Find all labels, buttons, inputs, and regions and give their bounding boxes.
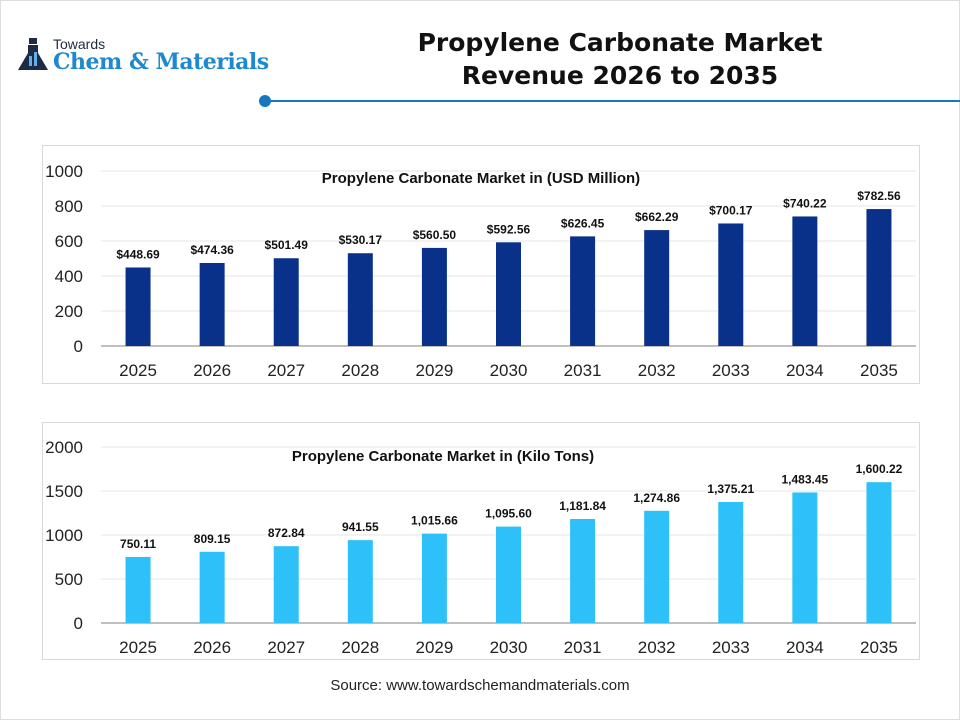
data-label: 750.11 bbox=[120, 537, 156, 551]
y-tick-label: 0 bbox=[74, 337, 83, 356]
page-title: Propylene Carbonate Market Revenue 2026 … bbox=[340, 26, 900, 92]
data-label: 872.84 bbox=[268, 526, 305, 540]
revenue-chart: 0 200 400 600 800 1000 Propylene Carbonate Mar… bbox=[45, 162, 916, 380]
data-label: 1,600.22 bbox=[856, 462, 903, 476]
y-tick-label: 1000 bbox=[45, 526, 83, 545]
chart-panel-revenue: 0 200 400 600 800 1000 Propylene Carbonate Mar… bbox=[42, 145, 920, 384]
data-label: $740.22 bbox=[783, 196, 827, 210]
data-label: $530.17 bbox=[339, 233, 383, 247]
bar bbox=[718, 501, 744, 623]
data-label: 1,181.84 bbox=[559, 499, 606, 513]
x-tick-label: 2026 bbox=[193, 638, 231, 657]
y-tick-label: 800 bbox=[55, 197, 83, 216]
y-tick-label: 400 bbox=[55, 267, 83, 286]
y-tick-label: 500 bbox=[55, 570, 83, 589]
x-tick-label: 2025 bbox=[119, 361, 157, 380]
y-tick-label: 1500 bbox=[45, 482, 83, 501]
data-label: 1,274.86 bbox=[633, 491, 680, 505]
y-tick-label: 2000 bbox=[45, 438, 83, 457]
x-tick-label: 2033 bbox=[712, 361, 750, 380]
bar bbox=[496, 242, 521, 346]
x-tick-label: 2028 bbox=[341, 638, 379, 657]
y-tick-label: 0 bbox=[74, 614, 83, 633]
bar bbox=[718, 223, 744, 346]
x-tick-label: 2028 bbox=[341, 361, 379, 380]
data-label: 1,015.66 bbox=[411, 514, 458, 528]
bar bbox=[496, 526, 521, 623]
x-tick-label: 2031 bbox=[564, 361, 602, 380]
x-tick-label: 2029 bbox=[415, 638, 453, 657]
data-label: 941.55 bbox=[342, 520, 379, 534]
x-tick-label: 2029 bbox=[415, 361, 453, 380]
data-label: $626.45 bbox=[561, 216, 605, 230]
bar bbox=[792, 216, 818, 346]
data-label: 809.15 bbox=[194, 532, 231, 546]
source-text: Source: www.towardschemandmaterials.com bbox=[330, 677, 630, 694]
bar bbox=[421, 533, 447, 623]
logo-top-text: Towards bbox=[53, 36, 106, 52]
data-label: $448.69 bbox=[116, 247, 160, 261]
data-label: 1,483.45 bbox=[782, 472, 829, 486]
bar bbox=[570, 518, 596, 623]
x-tick-label: 2032 bbox=[638, 361, 676, 380]
bar bbox=[866, 482, 892, 623]
data-label: $560.50 bbox=[413, 228, 457, 242]
x-tick-label: 2034 bbox=[786, 638, 824, 657]
chart-title: Propylene Carbonate Market in (USD Milli… bbox=[322, 170, 640, 187]
volume-chart: 0 500 1000 1500 2000 Propylene Carbonate Mark… bbox=[45, 438, 916, 657]
x-tick-label: 2027 bbox=[267, 361, 305, 380]
data-label: $474.36 bbox=[190, 243, 234, 257]
x-tick-label: 2035 bbox=[860, 638, 898, 657]
bar bbox=[199, 262, 225, 346]
rule-dot bbox=[259, 95, 271, 107]
chart-panel-volume: 0 500 1000 1500 2000 Propylene Carbonate Mark… bbox=[42, 422, 920, 660]
flask-icon bbox=[18, 38, 48, 70]
title-rule bbox=[266, 100, 960, 102]
data-label: $592.56 bbox=[487, 222, 531, 236]
x-tick-label: 2031 bbox=[564, 638, 602, 657]
x-tick-label: 2032 bbox=[638, 638, 676, 657]
x-tick-label: 2030 bbox=[490, 638, 528, 657]
bar bbox=[273, 546, 299, 623]
bar bbox=[570, 236, 596, 346]
y-tick-label: 600 bbox=[55, 232, 83, 251]
bar bbox=[273, 258, 299, 346]
data-label: $782.56 bbox=[857, 189, 901, 203]
bar bbox=[125, 267, 151, 346]
x-tick-label: 2030 bbox=[490, 361, 528, 380]
data-label: $662.29 bbox=[635, 210, 679, 224]
y-tick-label: 200 bbox=[55, 302, 83, 321]
x-tick-label: 2025 bbox=[119, 638, 157, 657]
title-line-2: Revenue 2026 to 2035 bbox=[461, 61, 779, 90]
x-tick-label: 2035 bbox=[860, 361, 898, 380]
bar bbox=[644, 510, 670, 623]
data-label: 1,375.21 bbox=[707, 482, 754, 496]
x-tick-label: 2033 bbox=[712, 638, 750, 657]
chart-title: Propylene Carbonate Market in (Kilo Tons… bbox=[292, 448, 594, 465]
bar bbox=[421, 247, 447, 346]
x-tick-label: 2034 bbox=[786, 361, 824, 380]
x-tick-label: 2027 bbox=[267, 638, 305, 657]
data-label: 1,095.60 bbox=[485, 507, 532, 521]
bar bbox=[866, 209, 892, 346]
data-label: $700.17 bbox=[709, 203, 753, 217]
bar bbox=[644, 230, 670, 346]
logo-main-text: Chem & Materials bbox=[53, 49, 269, 75]
bar bbox=[199, 551, 225, 623]
bar bbox=[347, 253, 373, 346]
title-line-1: Propylene Carbonate Market bbox=[417, 28, 823, 57]
data-label: $501.49 bbox=[265, 238, 309, 252]
x-tick-label: 2026 bbox=[193, 361, 231, 380]
bar bbox=[347, 540, 373, 623]
y-tick-label: 1000 bbox=[45, 162, 83, 181]
bar bbox=[125, 556, 151, 623]
bar bbox=[792, 492, 818, 623]
